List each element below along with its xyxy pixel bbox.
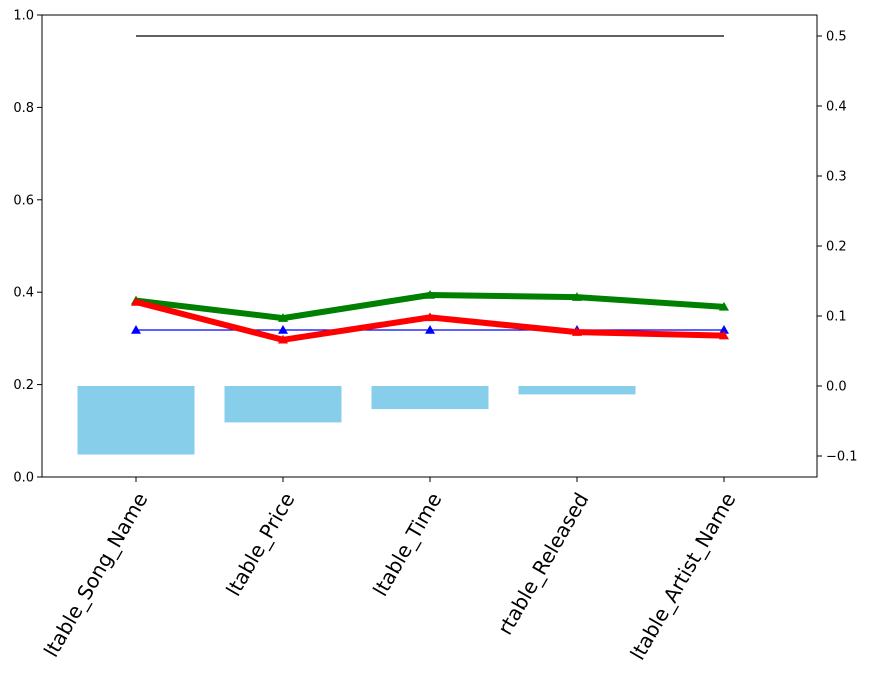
bar-1 — [224, 386, 342, 423]
right-tick-label-0: −0.1 — [826, 450, 858, 465]
right-axis: −0.1 0.0 0.1 0.2 0.3 0.4 0.5 — [817, 30, 858, 465]
left-tick-label-2: 0.4 — [13, 286, 34, 301]
series-3-marker-1 — [278, 334, 288, 344]
bars-layer — [77, 386, 636, 455]
x-tick-label-3: rtable_Released — [493, 489, 594, 639]
series-1-marker-1 — [278, 325, 288, 334]
x-tick-label-1: ltable_Price — [221, 489, 299, 601]
left-tick-label-3: 0.6 — [13, 193, 34, 208]
bar-3 — [518, 386, 636, 395]
series-2-marker-4 — [719, 301, 729, 311]
right-tick-label-5: 0.4 — [826, 100, 847, 115]
series-1-marker-2 — [425, 325, 435, 334]
x-axis: ltable_Song_Name ltable_Price ltable_Time r… — [39, 477, 740, 664]
left-tick-label-0: 0.0 — [13, 471, 34, 486]
right-tick-label-6: 0.5 — [826, 30, 847, 45]
lines-layer — [131, 35, 729, 344]
right-tick-label-3: 0.2 — [826, 240, 847, 255]
x-tick-label-2: ltable_Time — [368, 489, 446, 601]
right-tick-label-4: 0.3 — [826, 170, 847, 185]
series-2-marker-1 — [278, 313, 288, 322]
series-2-marker-3 — [572, 292, 582, 301]
x-tick-label-0: ltable_Song_Name — [39, 489, 153, 662]
series-3-marker-4 — [719, 330, 729, 340]
right-tick-label-2: 0.1 — [826, 310, 847, 325]
right-tick-label-1: 0.0 — [826, 380, 847, 395]
series-1-marker-4 — [719, 325, 729, 334]
left-tick-label-4: 0.8 — [13, 101, 34, 116]
series-1-marker-0 — [131, 325, 141, 334]
series-3-marker-2 — [425, 312, 435, 322]
left-tick-label-1: 0.2 — [13, 378, 34, 393]
series-3-marker-0 — [131, 297, 141, 306]
bar-0 — [77, 386, 195, 455]
left-axis: 0.0 0.2 0.4 0.6 0.8 1.0 — [13, 9, 42, 486]
series-2-marker-2 — [425, 290, 435, 299]
bar-2 — [371, 386, 489, 410]
series-3 — [131, 297, 729, 344]
left-tick-label-5: 1.0 — [13, 9, 34, 24]
x-tick-label-4: ltable_Artist_Name — [625, 489, 740, 664]
series-3-marker-3 — [572, 327, 582, 336]
